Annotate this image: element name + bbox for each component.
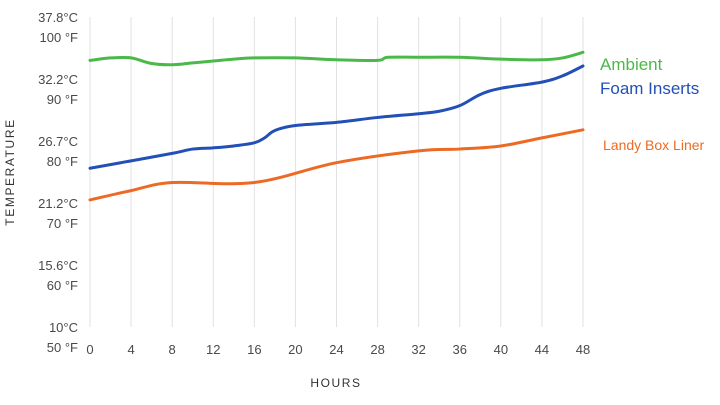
legend-label-foam-inserts: Foam Inserts [600, 79, 699, 98]
y-tick-label-c: 10°C [49, 320, 78, 335]
y-tick-label-f: 60 °F [47, 278, 78, 293]
x-tick-label-40: 40 [494, 342, 508, 357]
series-line-foam-inserts [88, 64, 585, 170]
legend-label-ambient: Ambient [600, 55, 663, 74]
y-tick-label-f: 80 °F [47, 154, 78, 169]
x-tick-label-8: 8 [169, 342, 176, 357]
x-tick-label-4: 4 [127, 342, 134, 357]
x-tick-label-32: 32 [411, 342, 425, 357]
y-axis-ticks: 37.8°C 100 °F 32.2°C 90 °F 26.7°C 80 °F 21.2°C… [38, 10, 78, 355]
x-tick-label-0: 0 [86, 342, 93, 357]
x-tick-label-44: 44 [535, 342, 549, 357]
x-tick-label-24: 24 [329, 342, 343, 357]
series-line-landy-box-liner [88, 128, 585, 202]
series-lines [88, 50, 585, 202]
x-tick-label-28: 28 [370, 342, 384, 357]
y-tick-label-f: 100 °F [40, 30, 79, 45]
x-tick-label-48: 48 [576, 342, 590, 357]
y-tick-label-f: 50 °F [47, 340, 78, 355]
y-tick-label-c: 37.8°C [38, 10, 78, 25]
series-line-ambient [88, 50, 585, 67]
y-tick-label-c: 21.2°C [38, 196, 78, 211]
legend: Ambient Foam Inserts Landy Box Liner [600, 55, 705, 153]
x-tick-label-20: 20 [288, 342, 302, 357]
y-tick-label-c: 15.6°C [38, 258, 78, 273]
y-tick-label-c: 32.2°C [38, 72, 78, 87]
y-tick-label-f: 70 °F [47, 216, 78, 231]
x-tick-label-36: 36 [453, 342, 467, 357]
x-tick-label-12: 12 [206, 342, 220, 357]
x-tick-label-16: 16 [247, 342, 261, 357]
y-axis-title: TEMPERATURE [3, 118, 17, 225]
y-tick-label-f: 90 °F [47, 92, 78, 107]
x-axis-title: HOURS [310, 376, 361, 390]
x-axis-ticks: 0 4 8 12 16 20 24 28 32 36 40 44 48 [86, 342, 590, 357]
y-tick-label-c: 26.7°C [38, 134, 78, 149]
legend-label-landy-box-liner: Landy Box Liner [603, 137, 705, 153]
